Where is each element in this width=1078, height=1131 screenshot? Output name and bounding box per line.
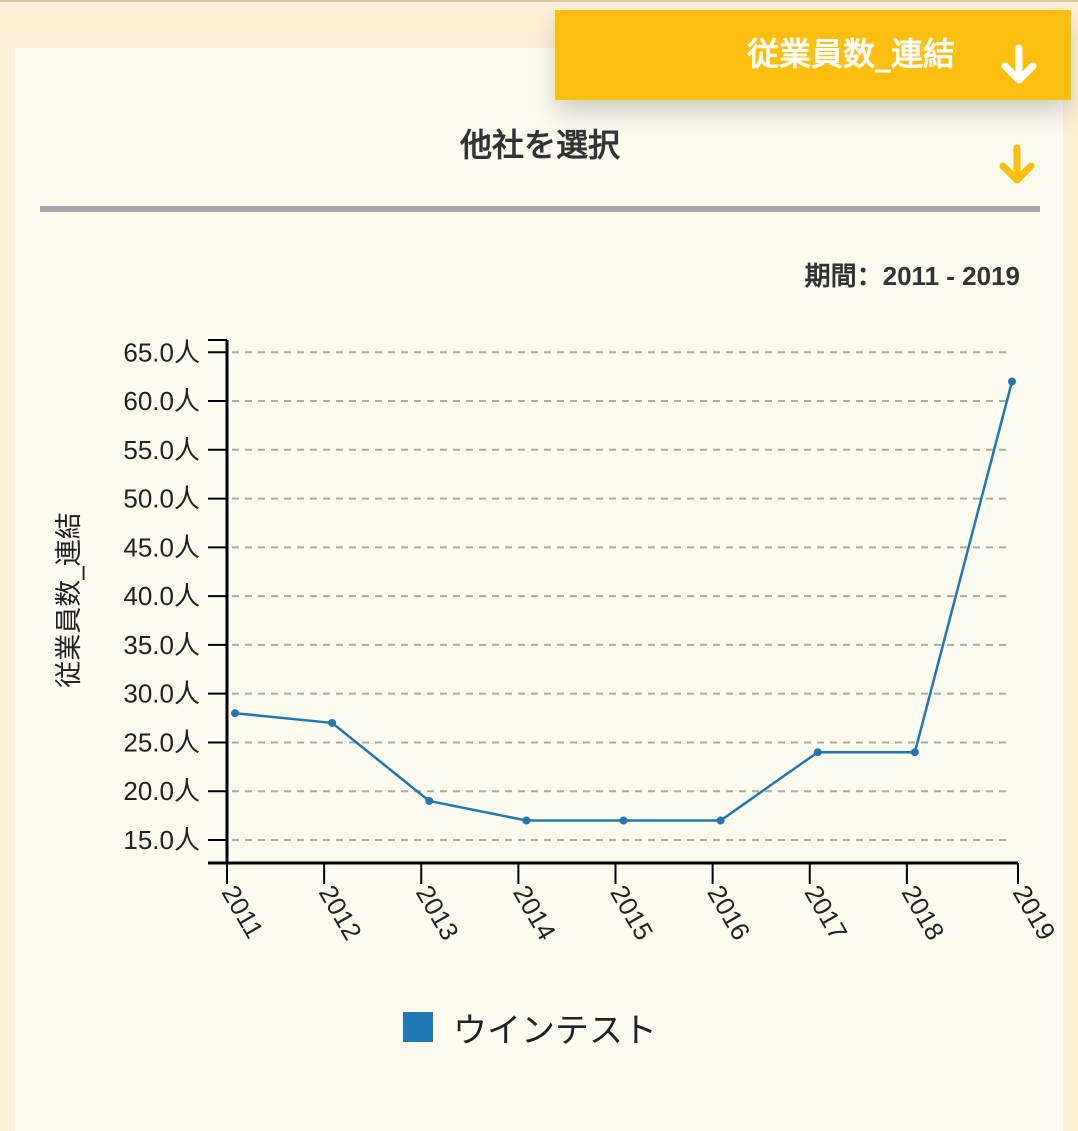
chart-card	[15, 48, 1063, 1131]
y-tick-label: 30.0人	[123, 679, 200, 709]
y-tick-label: 20.0人	[123, 776, 200, 806]
y-tick-label: 45.0人	[123, 532, 200, 562]
data-point	[716, 816, 725, 825]
data-point	[910, 748, 919, 757]
x-tick-label: 2013	[410, 880, 465, 945]
data-point	[328, 718, 337, 727]
top-border	[0, 0, 1078, 2]
y-tick-label: 50.0人	[123, 484, 200, 514]
x-tick-label: 2017	[799, 880, 854, 945]
legend-swatch	[403, 1012, 433, 1042]
data-point	[1008, 377, 1016, 386]
legend-label: ウインテスト	[453, 1011, 657, 1051]
y-tick-label: 60.0人	[123, 386, 200, 416]
y-tick-label: 55.0人	[123, 435, 200, 465]
x-tick-label: 2018	[896, 880, 951, 945]
data-point	[522, 816, 531, 825]
series-line	[234, 381, 1014, 822]
arrow-down-icon	[999, 144, 1035, 184]
x-tick-label: 2019	[1007, 880, 1062, 945]
period-prefix: 期間：	[804, 261, 883, 291]
arrow-down-icon	[1001, 44, 1037, 84]
data-point	[425, 796, 434, 805]
x-tick-label: 2012	[313, 880, 368, 945]
data-point	[813, 748, 822, 757]
line-chart: 15.0人 20.0人 25.0人 30.0人 35.0人 40.0人 45.0人 50.0人…	[54, 337, 1062, 945]
y-tick-label: 25.0人	[123, 727, 200, 757]
period-range: 2011 - 2019	[882, 261, 1020, 291]
y-tick-label: 35.0人	[123, 630, 200, 660]
y-tick-label: 65.0人	[123, 337, 200, 367]
x-tick-label: 2014	[507, 880, 562, 945]
period-label: 期間：2011 - 2019	[805, 256, 1020, 293]
y-axis-title: 従業員数_連結	[54, 512, 85, 688]
x-tick-label: 2011	[216, 880, 270, 943]
y-tick-label: 40.0人	[123, 581, 200, 611]
data-point	[619, 816, 628, 825]
company-selector-label: 他社を選択	[459, 126, 620, 164]
x-tick-label: 2016	[701, 880, 756, 945]
x-tick-label: 2015	[604, 880, 659, 945]
metric-selector-button[interactable]: 従業員数_連結	[555, 10, 1071, 100]
y-tick-label: 15.0人	[123, 825, 200, 855]
company-selector[interactable]: 他社を選択	[40, 110, 1040, 206]
metric-selector-label: 従業員数_連結	[746, 35, 955, 73]
data-point	[231, 709, 239, 718]
divider	[40, 206, 1040, 212]
